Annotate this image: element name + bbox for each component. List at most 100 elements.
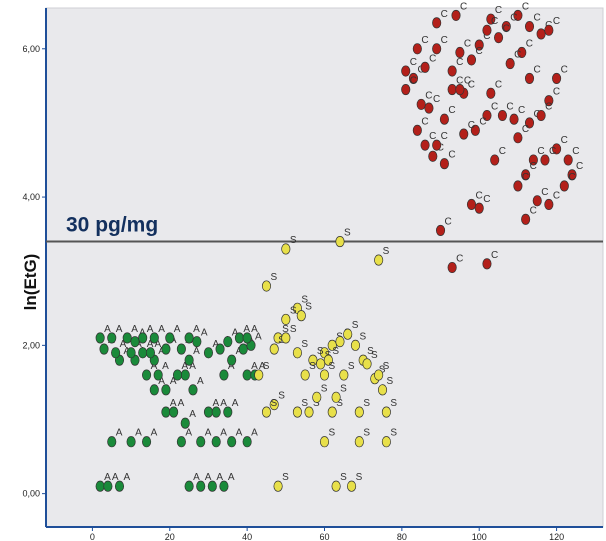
point-label: C — [468, 120, 475, 131]
x-tick-label: 120 — [549, 532, 564, 541]
point-label: C — [448, 105, 455, 116]
data-point — [439, 158, 449, 170]
point-label: C — [537, 146, 544, 157]
point-label: S — [278, 335, 285, 346]
data-point — [172, 369, 183, 381]
point-label: S — [282, 472, 289, 483]
data-point — [470, 124, 480, 136]
data-point — [142, 436, 152, 448]
point-label: A — [170, 398, 177, 409]
data-point — [432, 139, 442, 151]
point-label: C — [522, 124, 529, 135]
point-label: S — [363, 398, 370, 409]
data-point — [292, 406, 302, 418]
data-point — [501, 20, 511, 33]
point-label: S — [363, 428, 370, 439]
point-label: A — [193, 324, 200, 335]
data-point — [482, 24, 492, 36]
point-label: A — [255, 331, 262, 342]
data-point — [377, 384, 388, 396]
data-point — [126, 347, 136, 359]
data-point — [114, 480, 125, 492]
point-label: A — [201, 328, 208, 339]
data-point — [466, 198, 477, 211]
data-point — [319, 369, 330, 381]
point-label: C — [425, 90, 432, 101]
point-label: C — [468, 79, 475, 90]
data-point — [180, 417, 190, 429]
data-point — [521, 169, 531, 181]
data-point — [273, 480, 283, 492]
point-label: S — [317, 346, 324, 357]
data-point — [188, 384, 198, 396]
data-point — [331, 391, 341, 403]
point-label: C — [534, 64, 541, 75]
point-label: A — [131, 324, 138, 335]
x-tick-label: 20 — [165, 532, 175, 541]
point-label: C — [448, 150, 455, 161]
data-point — [242, 332, 252, 344]
data-point — [319, 436, 330, 448]
point-label: A — [205, 428, 212, 439]
data-point — [474, 39, 484, 51]
point-label: C — [522, 172, 529, 183]
point-label: C — [491, 102, 498, 113]
point-label: C — [491, 250, 498, 261]
data-point — [524, 117, 535, 129]
series-a: A A A A A A AA A A A A A A AAA A AA AA A AA AA A A AAA A AA A A AAA… — [95, 324, 266, 492]
y-ticks-group: 0,00 2,00 4,00 6,00 — [22, 44, 46, 499]
data-point — [254, 369, 264, 381]
data-point — [420, 61, 430, 73]
data-point — [347, 480, 357, 492]
data-point — [517, 46, 527, 59]
point-label: C — [514, 50, 521, 61]
data-point — [203, 406, 214, 418]
data-point — [316, 358, 326, 370]
point-label: A — [232, 328, 239, 339]
data-point — [362, 358, 372, 370]
data-point — [420, 139, 430, 151]
point-label: S — [301, 339, 308, 350]
point-label: S — [290, 305, 297, 316]
data-point — [544, 24, 554, 36]
point-label: C — [421, 35, 428, 46]
data-point — [312, 391, 322, 403]
point-label: A — [236, 346, 243, 357]
data-point — [261, 280, 272, 292]
data-point — [374, 254, 384, 266]
point-label: A — [185, 428, 192, 439]
data-point — [227, 436, 237, 448]
data-point — [335, 236, 345, 248]
data-point — [184, 354, 194, 366]
x-tick-label: 80 — [397, 532, 407, 541]
data-point — [211, 406, 221, 418]
point-label: A — [151, 361, 158, 372]
point-label: A — [147, 339, 154, 350]
point-label: S — [301, 294, 308, 305]
point-label: C — [495, 79, 502, 90]
data-point — [497, 109, 507, 122]
data-point — [207, 480, 217, 492]
data-point — [95, 480, 105, 492]
data-point — [559, 180, 569, 192]
data-point — [234, 332, 244, 344]
point-label: A — [182, 361, 189, 372]
point-label: A — [236, 428, 243, 439]
point-label: C — [530, 205, 537, 216]
point-label: C — [541, 187, 548, 198]
data-point — [544, 95, 554, 107]
point-label: C — [534, 13, 541, 24]
data-point — [486, 13, 496, 25]
point-label: A — [116, 324, 123, 335]
point-label: C — [483, 194, 490, 205]
point-label: S — [340, 383, 347, 394]
point-label: S — [359, 331, 366, 342]
data-point — [176, 343, 186, 355]
data-point — [149, 384, 159, 396]
data-point — [308, 354, 318, 366]
point-label: C — [475, 46, 482, 57]
point-label: C — [410, 57, 417, 68]
data-point — [381, 436, 391, 448]
data-point — [374, 369, 384, 381]
point-label: C — [553, 87, 560, 98]
